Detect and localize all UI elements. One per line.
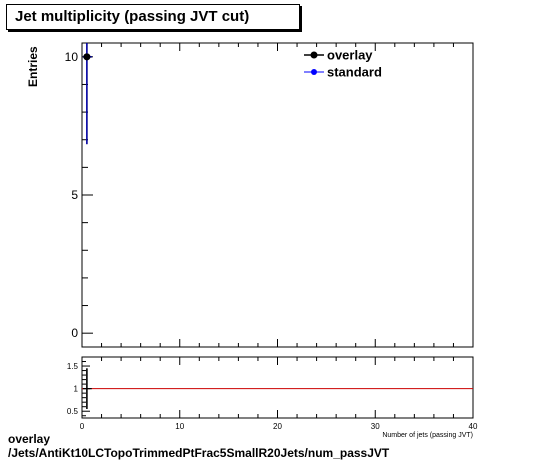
point-overlay-top (83, 53, 91, 61)
y-tick-label: 0 (71, 326, 78, 340)
x-axis-label: Number of jets (passing JVT) (382, 432, 473, 439)
legend-standard-label: standard (327, 65, 382, 80)
chart-title: Jet multiplicity (passing JVT cut) (15, 8, 250, 25)
ratio-data-marks (82, 368, 473, 409)
x-tick-label: 30 (371, 422, 380, 431)
ratio-axis-ticks: 0.5 1 1.5 0 10 20 30 40 (67, 357, 478, 431)
footer-path: /Jets/AntiKt10LCTopoTrimmedPtFrac5SmallR… (8, 446, 390, 460)
legend: overlay standard (304, 48, 382, 80)
ratio-y-tick-label: 1 (74, 385, 79, 394)
legend-overlay-marker (310, 51, 318, 59)
ratio-y-tick-label: 0.5 (67, 407, 79, 416)
footer-label: overlay (8, 432, 51, 446)
legend-standard-marker (311, 69, 317, 75)
x-tick-label: 40 (469, 422, 478, 431)
y-axis-label: Entries (26, 46, 40, 87)
main-data-marks (83, 43, 92, 145)
legend-overlay-label: overlay (327, 48, 373, 63)
x-tick-label: 0 (80, 422, 85, 431)
ratio-plot-frame (81, 356, 474, 419)
x-tick-label: 20 (273, 422, 282, 431)
main-plot-frame (81, 42, 474, 348)
y-tick-label: 10 (65, 50, 79, 64)
ratio-y-tick-label: 1.5 (67, 362, 79, 371)
main-axis-ticks: 0 5 10 (65, 43, 474, 347)
chart-title-box: Jet multiplicity (passing JVT cut) (6, 4, 300, 30)
x-tick-label: 10 (175, 422, 184, 431)
y-tick-label: 5 (71, 188, 78, 202)
